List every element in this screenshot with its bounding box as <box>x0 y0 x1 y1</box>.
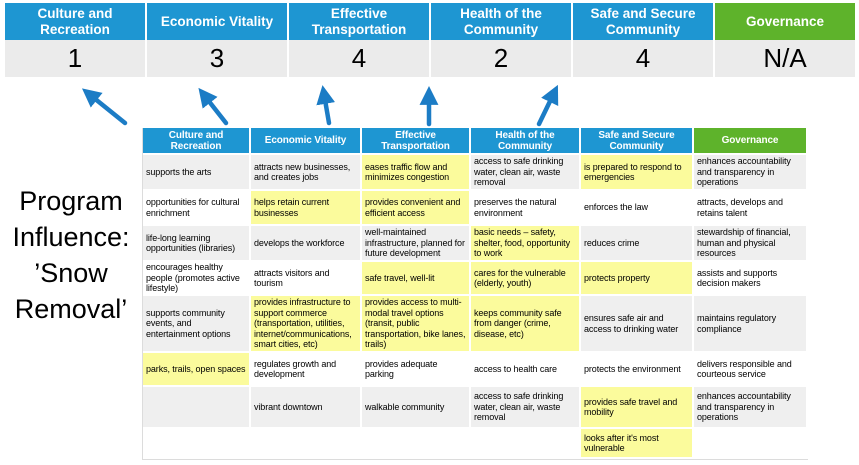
score-value: 3 <box>147 40 289 77</box>
matrix-header-cell: Effective Transportation <box>362 128 471 155</box>
matrix-cell: protects the environment <box>581 353 694 387</box>
matrix-cell <box>362 429 471 459</box>
matrix-cell: access to health care <box>471 353 581 387</box>
matrix-row: encourages healthy people (promotes acti… <box>143 262 808 296</box>
matrix-cell: attracts visitors and tourism <box>251 262 362 296</box>
matrix-row: supports community events, and entertain… <box>143 296 808 353</box>
matrix-row: parks, trails, open spaces regulates grow… <box>143 353 808 387</box>
matrix-row: looks after it's most vulnerable <box>143 429 808 459</box>
matrix-cell-highlighted: provides access to multi-modal travel op… <box>362 296 471 353</box>
score-column-header: Safe and Secure Community <box>573 3 715 40</box>
matrix-cell: stewardship of financial, human and phys… <box>694 226 808 262</box>
matrix-header-cell: Culture and Recreation <box>143 128 251 155</box>
matrix-cell: walkable community <box>362 387 471 429</box>
matrix-cell-highlighted: helps retain current businesses <box>251 191 362 226</box>
matrix-header-cell: Health of the Community <box>471 128 581 155</box>
up-left-arrow-icon <box>81 88 128 126</box>
score-table: Culture and Recreation Economic Vitality E… <box>5 3 855 77</box>
matrix-cell-highlighted: eases traffic flow and minimizes congest… <box>362 155 471 191</box>
matrix-row: life-long learning opportunities (librar… <box>143 226 808 262</box>
matrix-cell: reduces crime <box>581 226 694 262</box>
score-value: 4 <box>289 40 431 77</box>
matrix-cell: ensures safe air and access to drinking … <box>581 296 694 353</box>
score-value: N/A <box>715 40 855 77</box>
score-column-header: Culture and Recreation <box>5 3 147 40</box>
program-influence-line: Program <box>19 186 123 216</box>
matrix-cell: delivers responsible and courteous servi… <box>694 353 808 387</box>
program-influence-line: Influence: <box>12 222 130 252</box>
matrix-cell-highlighted: provides safe travel and mobility <box>581 387 694 429</box>
program-influence-line: Removal’ <box>14 294 128 324</box>
matrix-cell: develops the workforce <box>251 226 362 262</box>
matrix-cell: vibrant downtown <box>251 387 362 429</box>
matrix-row: opportunities for cultural enrichment hel… <box>143 191 808 226</box>
matrix-cell: assists and supports decision makers <box>694 262 808 296</box>
up-left-arrow-icon <box>198 87 229 126</box>
matrix-cell: encourages healthy people (promotes acti… <box>143 262 251 296</box>
matrix-header-row: Culture and Recreation Economic Vitality E… <box>143 128 808 155</box>
score-value-row: 1 3 4 2 4 N/A <box>5 40 855 77</box>
matrix-header-cell: Economic Vitality <box>251 128 362 155</box>
matrix-row: supports the arts attracts new businesses… <box>143 155 808 191</box>
matrix-header-cell: Governance <box>694 128 808 155</box>
matrix-row: vibrant downtown walkable community access… <box>143 387 808 429</box>
matrix-cell-highlighted: is prepared to respond to emergencies <box>581 155 694 191</box>
matrix-cell: provides adequate parking <box>362 353 471 387</box>
matrix-cell-highlighted: provides infrastructure to support comme… <box>251 296 362 353</box>
matrix-cell: enforces the law <box>581 191 694 226</box>
matrix-cell-highlighted: protects property <box>581 262 694 296</box>
matrix-cell: supports the arts <box>143 155 251 191</box>
score-value: 4 <box>573 40 715 77</box>
matrix-cell: preserves the natural environment <box>471 191 581 226</box>
program-influence-label: Program Influence: ’Snow Removal’ <box>0 183 142 327</box>
matrix-cell <box>143 429 251 459</box>
score-column-header: Economic Vitality <box>147 3 289 40</box>
score-value: 1 <box>5 40 147 77</box>
matrix-cell: life-long learning opportunities (librar… <box>143 226 251 262</box>
score-header-row: Culture and Recreation Economic Vitality E… <box>5 3 855 40</box>
score-value: 2 <box>431 40 573 77</box>
matrix-cell-highlighted: provides convenient and efficient access <box>362 191 471 226</box>
up-right-arrow-icon <box>536 84 559 127</box>
matrix-header-cell: Safe and Secure Community <box>581 128 694 155</box>
matrix-cell-highlighted: safe travel, well-lit <box>362 262 471 296</box>
matrix-cell: opportunities for cultural enrichment <box>143 191 251 226</box>
matrix-cell-highlighted: keeps community safe from danger (crime,… <box>471 296 581 353</box>
up-arrow-icon <box>316 85 335 126</box>
matrix-cell <box>143 387 251 429</box>
score-column-header: Effective Transportation <box>289 3 431 40</box>
matrix-cell: enhances accountability and transparency… <box>694 387 808 429</box>
matrix-cell-highlighted: looks after it's most vulnerable <box>581 429 694 459</box>
matrix-cell: access to safe drinking water, clean air… <box>471 387 581 429</box>
score-column-header: Health of the Community <box>431 3 573 40</box>
matrix-cell-highlighted: basic needs – safety, shelter, food, opp… <box>471 226 581 262</box>
matrix-table: Culture and Recreation Economic Vitality E… <box>142 128 808 460</box>
matrix-cell: access to safe drinking water, clean air… <box>471 155 581 191</box>
program-influence-line: ’Snow <box>34 258 108 288</box>
matrix-cell: attracts new businesses, and creates job… <box>251 155 362 191</box>
matrix-cell: attracts, develops and retains talent <box>694 191 808 226</box>
matrix-cell-highlighted: parks, trails, open spaces <box>143 353 251 387</box>
matrix-cell: enhances accountability and transparency… <box>694 155 808 191</box>
matrix-cell <box>251 429 362 459</box>
matrix-cell <box>694 429 808 459</box>
matrix-cell: regulates growth and development <box>251 353 362 387</box>
matrix-cell: well-maintained infrastructure, planned … <box>362 226 471 262</box>
matrix-cell-highlighted: cares for the vulnerable (elderly, youth… <box>471 262 581 296</box>
score-column-header: Governance <box>715 3 855 40</box>
matrix-cell: supports community events, and entertain… <box>143 296 251 353</box>
matrix-cell: maintains regulatory compliance <box>694 296 808 353</box>
matrix-cell <box>471 429 581 459</box>
